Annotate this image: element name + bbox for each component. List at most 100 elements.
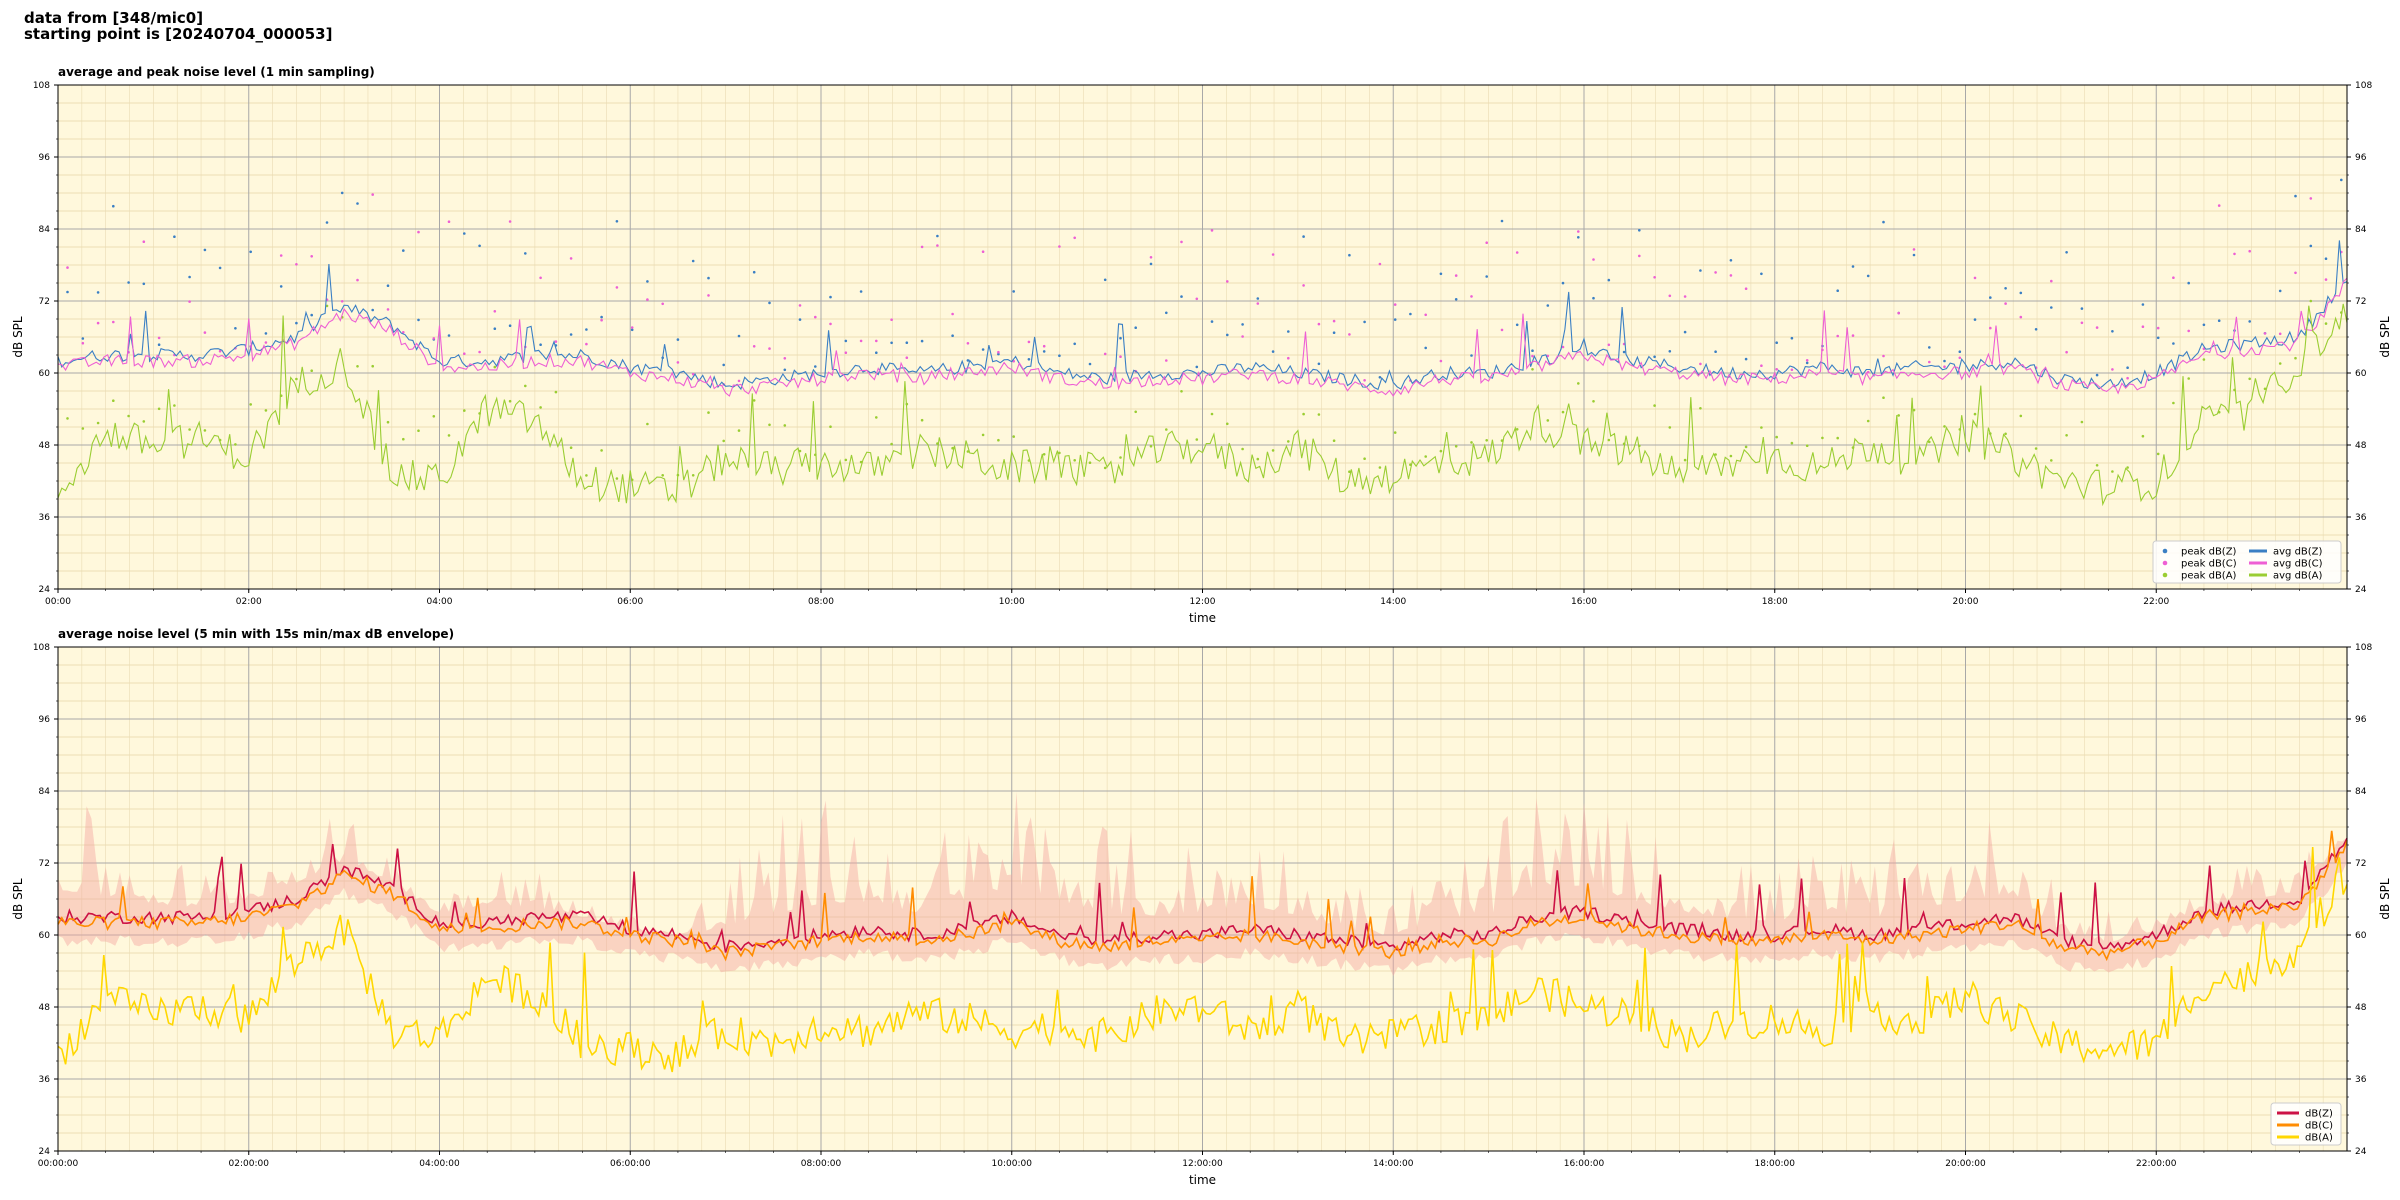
xtick-label: 12:00:00 [1182, 1159, 1223, 1169]
peak-point [1714, 453, 1717, 456]
peak-point [1912, 248, 1916, 251]
peak-point [142, 282, 146, 286]
peak-point [1653, 276, 1656, 279]
series-line-db-z- [57, 837, 2348, 953]
peak-point [676, 361, 680, 364]
ytick-label-left: 84 [39, 225, 51, 235]
peak-point [875, 339, 878, 343]
peak-point [2050, 459, 2053, 462]
peak-point [1042, 344, 1046, 348]
peak-point [2095, 464, 2099, 467]
peak-point [1683, 458, 1687, 462]
peak-point [585, 342, 588, 346]
peak-point [1332, 331, 1336, 335]
peak-point [1058, 451, 1061, 455]
peak-point [478, 350, 481, 354]
peak-point [1668, 294, 1672, 298]
peak-point [1607, 438, 1611, 442]
ytick-label-left: 84 [39, 787, 51, 797]
peak-point [1119, 355, 1122, 359]
ytick-label-right: 84 [2355, 787, 2367, 797]
peak-point [920, 245, 924, 249]
peak-point [1454, 298, 1458, 301]
peak-point [1577, 382, 1580, 385]
peak-point [1744, 287, 1748, 291]
peak-point [2278, 289, 2282, 293]
peak-point [1775, 368, 1778, 371]
peak-point [829, 425, 832, 429]
peak-point [173, 235, 176, 238]
peak-point [2111, 470, 2114, 473]
peak-point [1607, 278, 1611, 282]
peak-point [447, 220, 451, 223]
peak-point [737, 379, 741, 383]
legend-marker [2162, 548, 2168, 554]
peak-point [310, 254, 314, 258]
peak-point [707, 294, 710, 297]
peak-point [1989, 296, 1992, 299]
chart-panel-1: 24 24 36 36 48 48 60 60 72 72 84 84 96 96 108 108 00:00 0… [11, 65, 2392, 625]
ytick-label-right: 60 [2355, 931, 2367, 941]
peak-point [936, 234, 939, 238]
ytick-label-left: 36 [39, 1075, 51, 1085]
peak-point [2217, 204, 2221, 207]
peak-point [1027, 358, 1031, 361]
peak-point [96, 291, 100, 294]
peak-point [1638, 229, 1641, 232]
peak-point [2324, 278, 2328, 281]
ytick-label-right: 72 [2355, 859, 2366, 869]
x-axis-label: time [1189, 1173, 1216, 1187]
peak-point [112, 204, 115, 208]
header-source: data from [348/mic0] [24, 9, 204, 27]
peak-point [752, 399, 756, 402]
legend-label: dB(A) [2305, 1133, 2333, 1144]
peak-point [539, 406, 542, 409]
ytick-label-right: 108 [2355, 643, 2372, 653]
peak-point [2126, 376, 2129, 380]
peak-point [1287, 440, 1290, 443]
peak-point [2187, 281, 2190, 285]
peak-point [295, 263, 298, 266]
peak-point [463, 352, 466, 356]
peak-point [1363, 379, 1366, 382]
ytick-label-right: 36 [2355, 1075, 2367, 1085]
xtick-label: 06:00 [617, 597, 643, 607]
peak-point [1882, 220, 1885, 224]
peak-point [951, 334, 954, 338]
peak-point [691, 372, 695, 376]
peak-point [340, 300, 344, 303]
xtick-label: 08:00:00 [801, 1159, 842, 1169]
ytick-label-left: 72 [39, 859, 50, 869]
peak-point [768, 347, 771, 350]
peak-point [127, 414, 130, 418]
peak-point [1836, 436, 1839, 440]
peak-point [2340, 178, 2343, 182]
peak-point [646, 280, 649, 283]
peak-point [417, 318, 420, 322]
peak-point [1943, 359, 1946, 363]
peak-point [1073, 459, 1076, 462]
peak-point [1897, 311, 1900, 315]
peak-point [890, 318, 893, 322]
peak-point [1332, 319, 1336, 323]
series-line-avg-db-a- [57, 303, 2348, 507]
peak-point [1729, 454, 1733, 458]
chart-panel-2: 24 24 36 36 48 48 60 60 72 72 84 84 96 96 108 108 00:00:… [11, 627, 2392, 1187]
peak-point [2019, 291, 2023, 295]
peak-point [1348, 333, 1351, 336]
peak-point [1714, 271, 1717, 274]
peak-point [112, 320, 115, 324]
peak-point [2111, 330, 2114, 333]
peak-point [386, 308, 390, 311]
peak-point [1882, 354, 1885, 358]
peak-point [661, 474, 664, 477]
peak-point [371, 193, 375, 196]
peak-point [981, 348, 985, 351]
peak-point [1134, 410, 1137, 414]
peak-point [1683, 295, 1687, 298]
peak-point [1531, 354, 1534, 358]
xtick-label: 16:00:00 [1564, 1159, 1605, 1169]
peak-point [707, 276, 710, 280]
peak-point [2080, 307, 2084, 310]
peak-series-c [66, 193, 2343, 386]
